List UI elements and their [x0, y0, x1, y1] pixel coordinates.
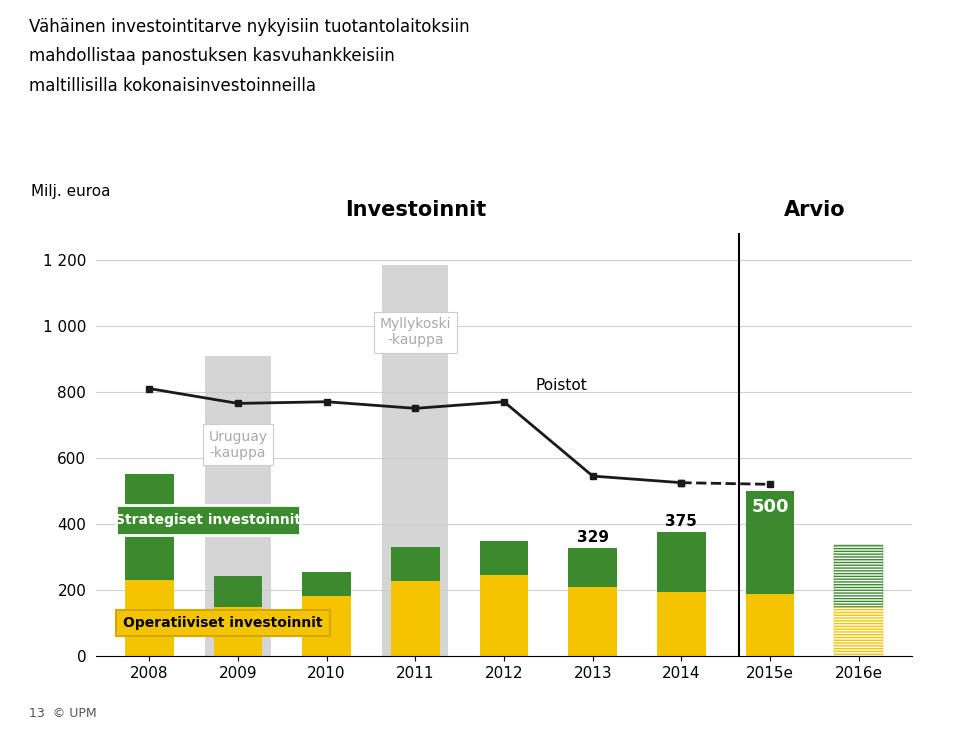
Bar: [834, 607, 883, 656]
Bar: [568, 547, 617, 588]
Text: Myllykoski
-kauppa: Myllykoski -kauppa: [379, 317, 451, 348]
Bar: [657, 592, 706, 656]
Text: 500: 500: [752, 498, 789, 515]
Text: mahdollistaa panostuksen kasvuhankkeisiin: mahdollistaa panostuksen kasvuhankkeisii…: [29, 47, 395, 66]
Text: 375: 375: [665, 514, 697, 529]
FancyBboxPatch shape: [115, 610, 330, 636]
Bar: [125, 475, 174, 580]
Text: Strategiset investoinnit: Strategiset investoinnit: [115, 512, 300, 526]
Text: 13  © UPM: 13 © UPM: [29, 707, 96, 720]
Text: Uruguay
-kauppa: Uruguay -kauppa: [208, 429, 268, 460]
Bar: [302, 596, 351, 656]
FancyBboxPatch shape: [115, 504, 300, 534]
Bar: [213, 576, 262, 607]
Text: Arvio: Arvio: [783, 200, 845, 220]
Bar: [302, 572, 351, 596]
Text: Vähäinen investointitarve nykyisiin tuotantolaitoksiin: Vähäinen investointitarve nykyisiin tuot…: [29, 18, 469, 36]
Bar: [657, 531, 706, 592]
Text: 329: 329: [577, 530, 609, 545]
Text: Poistot: Poistot: [535, 378, 587, 393]
Bar: [391, 581, 440, 656]
Bar: [746, 491, 795, 594]
Text: Operatiiviset investoinnit: Operatiiviset investoinnit: [123, 616, 323, 630]
Bar: [213, 607, 262, 656]
Bar: [746, 594, 795, 656]
Text: Milj. euroa: Milj. euroa: [31, 184, 110, 200]
Bar: [834, 545, 883, 607]
Bar: [391, 547, 440, 581]
Bar: [205, 356, 271, 656]
Text: maltillisilla kokonaisinvestoinneilla: maltillisilla kokonaisinvestoinneilla: [29, 77, 316, 95]
Bar: [125, 580, 174, 656]
Text: Investoinnit: Investoinnit: [345, 200, 486, 220]
Bar: [480, 541, 528, 575]
Bar: [480, 575, 528, 656]
Bar: [382, 265, 448, 656]
Bar: [568, 588, 617, 656]
